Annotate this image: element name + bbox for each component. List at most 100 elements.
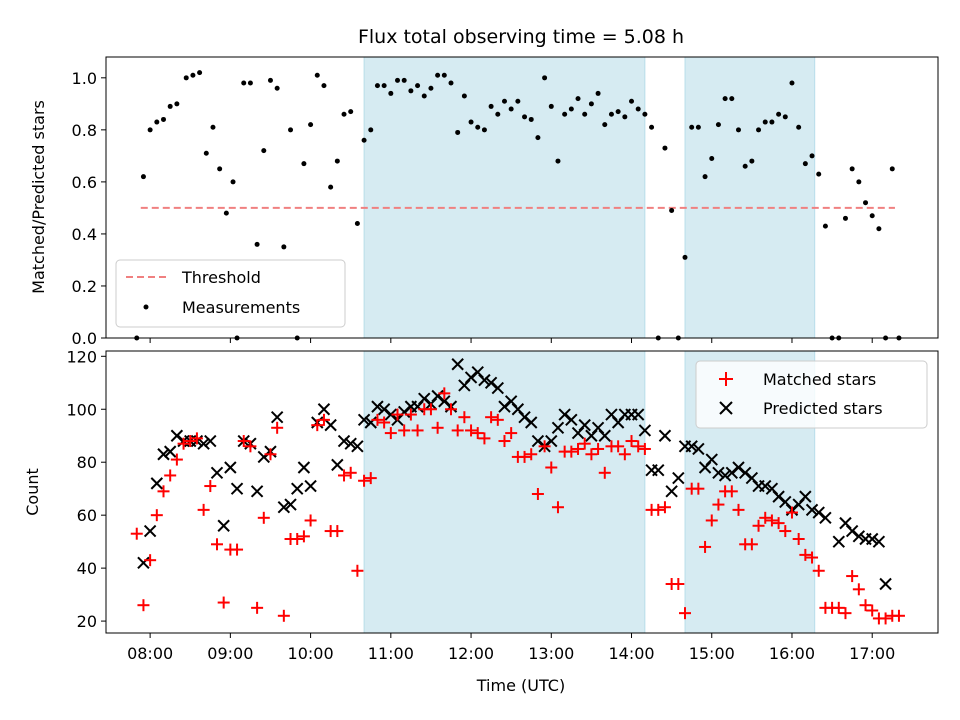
predicted-point (705, 453, 718, 466)
matched-point (384, 427, 397, 440)
top-legend-box (115, 259, 346, 328)
predicted-point (324, 418, 337, 432)
measurement-point (388, 90, 394, 96)
predicted-point (852, 530, 866, 543)
measurement-point (495, 111, 501, 117)
matched-point (331, 525, 344, 538)
measurement-point (241, 80, 247, 86)
top-shade-interval-1 (684, 56, 816, 339)
predicted-point (638, 424, 652, 437)
matched-point (632, 440, 645, 453)
measurement-point (842, 215, 848, 221)
measurement-point (267, 77, 273, 83)
matched-point (391, 408, 404, 421)
matched-point (491, 413, 504, 426)
measurement-point (856, 179, 862, 185)
measurement-point (441, 72, 447, 78)
bottom-y-ticks: 20 40 60 80 100 120 (66, 347, 106, 631)
predicted-point (137, 556, 150, 570)
matched-point (752, 519, 765, 532)
measurement-point (301, 161, 307, 167)
matched-point (217, 596, 230, 609)
matched-point (799, 548, 812, 561)
predicted-point (565, 413, 578, 427)
measurement-point (428, 85, 434, 91)
top-y-tick-label: 1.0 (72, 69, 97, 88)
matched-point (157, 485, 170, 498)
matched-point (231, 543, 244, 556)
matched-stars-series (130, 387, 905, 625)
predicted-point (598, 429, 611, 442)
matched-point (244, 440, 257, 453)
measurement-point (789, 80, 795, 86)
matched-point (170, 453, 183, 466)
measurement-point (762, 119, 768, 125)
matched-point (478, 432, 491, 445)
predicted-point (157, 448, 170, 461)
matched-point (498, 435, 511, 448)
matched-point (458, 411, 471, 424)
matched-point (578, 437, 591, 450)
top-y-tick-label: 0.8 (72, 121, 97, 140)
matched-point (531, 487, 544, 500)
matched-point (779, 525, 792, 538)
measurement-point (849, 166, 855, 172)
predicted-point (658, 429, 672, 442)
bottom-shade-interval-0 (363, 350, 646, 634)
measurement-point (481, 127, 487, 133)
matched-point (177, 437, 190, 450)
predicted-point (759, 479, 772, 493)
measurement-point (715, 122, 721, 128)
measurement-point (568, 106, 574, 112)
predicted-point (718, 469, 732, 482)
x-tick-label: 13:00 (528, 644, 574, 663)
measurement-point (822, 223, 828, 229)
predicted-point (371, 400, 384, 413)
measurement-point (197, 70, 203, 76)
predicted-point (143, 524, 157, 538)
matched-point (592, 442, 605, 455)
top-legend: Threshold Measurements (115, 259, 346, 328)
predicted-point (451, 358, 464, 371)
measurement-point (802, 161, 808, 167)
matched-point (465, 424, 478, 437)
top-y-tick-label: 0.4 (72, 225, 97, 244)
top-axes-frame (105, 56, 939, 339)
matched-point (879, 612, 892, 625)
matched-point (190, 432, 203, 445)
matched-point (839, 607, 852, 620)
legend-predicted-label: Predicted stars (763, 399, 883, 418)
top-shade-interval-0 (363, 56, 646, 339)
legend-matched-swatch (719, 372, 733, 386)
measurement-point (649, 124, 655, 130)
measurement-point (635, 106, 641, 112)
measurement-point (341, 111, 347, 117)
measurement-point (602, 122, 608, 128)
measurement-point (334, 158, 340, 164)
measurement-point (217, 166, 223, 172)
matched-point (311, 419, 324, 432)
bottom-y-tick-label: 100 (66, 400, 97, 419)
matched-point (672, 578, 685, 591)
measurement-point (308, 122, 314, 128)
matched-point (144, 554, 157, 567)
measurement-point (435, 72, 441, 78)
matched-point (277, 609, 290, 622)
predicted-point (712, 466, 725, 480)
matched-point (411, 424, 424, 437)
measurement-point (374, 83, 380, 89)
matched-point (792, 533, 805, 545)
matched-point (545, 461, 558, 474)
measurement-point (682, 254, 688, 260)
matched-point (859, 599, 872, 612)
measurement-point (160, 116, 166, 122)
top-x-ticks (149, 338, 873, 343)
predicted-point (197, 437, 210, 450)
measurement-point (508, 106, 514, 112)
measurement-point (140, 174, 146, 180)
top-y-ticks: 0.0 0.2 0.4 0.6 0.8 1.0 (72, 69, 106, 348)
measurement-point (582, 111, 588, 117)
predicted-point (872, 535, 886, 548)
measurement-point (415, 83, 421, 89)
